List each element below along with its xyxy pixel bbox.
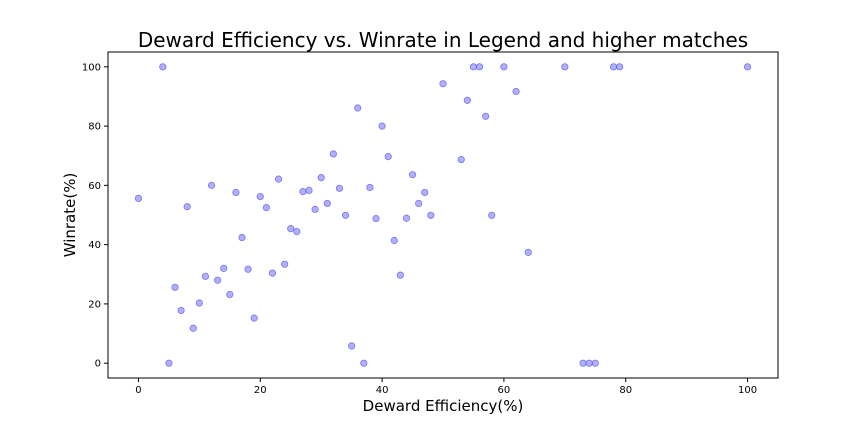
scatter-point-40 [396, 271, 404, 279]
scatter-point-29 [329, 150, 337, 158]
scatter-point-35 [366, 183, 374, 192]
scatter-point-50 [475, 63, 484, 71]
scatter-point-52 [488, 211, 496, 219]
scatter-point-48 [463, 96, 471, 104]
chart-title: Deward Efficiency vs. Winrate in Legend … [138, 28, 748, 52]
scatter-point-43 [415, 199, 423, 208]
scatter-point-13 [232, 188, 240, 197]
scatter-point-11 [220, 264, 228, 272]
scatter-point-61 [616, 63, 624, 71]
x-tick-label-2: 40 [376, 385, 389, 396]
scatter-point-30 [335, 184, 344, 192]
scatter-point-15 [244, 265, 252, 273]
scatter-point-3 [171, 283, 179, 291]
scatter-point-59 [591, 359, 599, 367]
scatter-point-49 [469, 63, 478, 71]
x-tick-label-3: 60 [498, 385, 511, 396]
scatter-point-22 [287, 225, 295, 233]
scatter-point-26 [311, 205, 319, 213]
y-tick-label-2: 40 [88, 240, 101, 251]
y-tick-label-1: 20 [88, 299, 101, 310]
scatter-point-28 [323, 199, 331, 208]
scatter-point-6 [189, 324, 197, 332]
scatter-point-36 [372, 214, 380, 223]
scatter-point-41 [402, 214, 411, 222]
x-tick-label-0: 0 [135, 385, 141, 396]
y-axis-label: Winrate(%) [61, 173, 79, 258]
scatter-point-32 [348, 342, 356, 350]
scatter-point-4 [177, 306, 185, 315]
x-tick-label-4: 80 [619, 385, 632, 396]
scatter-point-18 [262, 203, 270, 212]
scatter-point-25 [305, 186, 313, 194]
scatter-point-20 [274, 175, 283, 183]
scatter-point-31 [341, 211, 350, 219]
y-tick-label-5: 100 [82, 62, 101, 73]
scatter-point-34 [360, 359, 368, 367]
scatter-point-42 [408, 171, 417, 179]
scatter-point-46 [439, 80, 447, 88]
scatter-point-7 [195, 299, 203, 307]
scatter-point-54 [512, 87, 520, 96]
x-axis-label: Deward Efficiency(%) [363, 397, 524, 415]
scatter-point-1 [159, 63, 167, 71]
scatter-point-24 [299, 187, 307, 196]
scatter-point-23 [293, 228, 301, 236]
scatter-point-16 [250, 314, 258, 322]
scatter-point-2 [165, 359, 173, 367]
scatter-point-62 [743, 63, 752, 71]
scatter-point-55 [524, 248, 532, 256]
y-tick-label-3: 60 [88, 181, 101, 192]
y-axis-ticks: 0 20 40 60 80 100 [82, 62, 108, 370]
scatter-point-17 [256, 193, 264, 201]
scatter-point-56 [561, 63, 569, 71]
scatter-point-37 [378, 122, 386, 130]
x-tick-label-5: 100 [738, 385, 757, 396]
scatter-point-38 [384, 153, 392, 161]
scatter-point-39 [390, 236, 398, 245]
scatter-point-60 [609, 63, 618, 71]
y-tick-label-4: 80 [88, 122, 101, 133]
scatter-point-0 [134, 194, 143, 202]
scatter-point-27 [317, 174, 325, 182]
data-points [134, 63, 752, 367]
scatter-point-14 [238, 233, 246, 242]
scatter-point-19 [268, 269, 277, 277]
scatter-point-5 [183, 203, 191, 211]
plot-frame [107, 51, 779, 379]
scatter-point-8 [201, 272, 210, 280]
scatter-point-58 [585, 359, 593, 367]
scatter-point-47 [457, 155, 465, 164]
scatter-point-53 [500, 63, 508, 71]
scatter-point-44 [421, 188, 429, 197]
scatter-point-51 [482, 112, 490, 120]
x-tick-label-1: 20 [254, 385, 267, 396]
scatter-point-57 [579, 359, 587, 367]
scatter-point-21 [281, 260, 289, 268]
x-axis-ticks: 0 20 40 60 80 100 [135, 378, 757, 396]
scatter-point-33 [354, 104, 362, 112]
scatter-point-12 [226, 290, 234, 299]
scatter-point-45 [427, 211, 435, 219]
y-tick-label-0: 0 [95, 359, 101, 370]
scatter-point-10 [214, 276, 222, 284]
scatter-point-9 [207, 181, 216, 189]
